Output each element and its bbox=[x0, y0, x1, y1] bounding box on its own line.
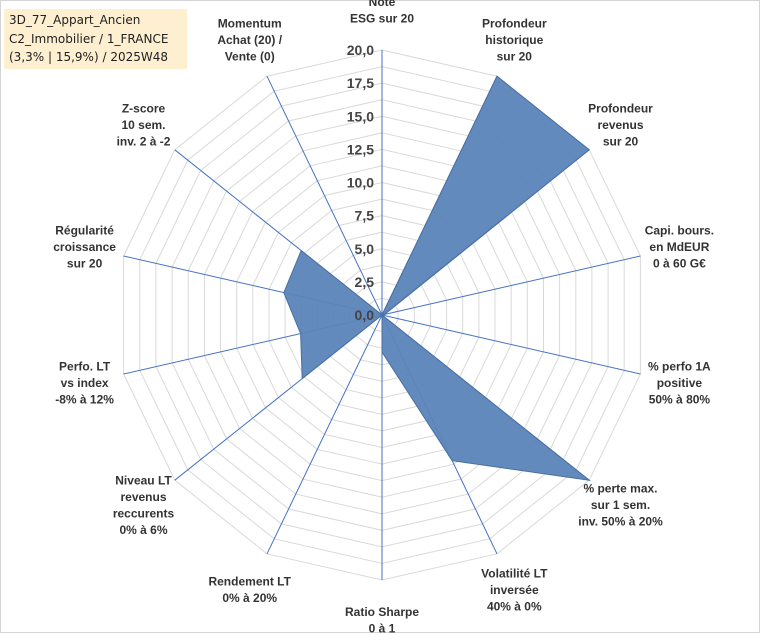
axis-label-line: en MdEUR bbox=[649, 240, 709, 254]
info-box: 3D_77_Appart_Ancien C2_Immobilier / 1_FR… bbox=[4, 9, 187, 69]
axis-label-line: 0 à 1 bbox=[369, 621, 396, 633]
axis-label-line: -8% à 12% bbox=[55, 392, 114, 406]
axis-label-line: 0% à 6% bbox=[119, 523, 167, 537]
axis-label: % perfo 1A positive 50% à 80% bbox=[648, 359, 711, 406]
info-line-stats: (3,3% | 15,9%) / 2025W48 bbox=[9, 50, 168, 64]
tick-label: 10,0 bbox=[347, 175, 374, 191]
axis-label-line: sur 20 bbox=[603, 134, 639, 148]
axis-label: Z-score 10 sem. inv. 2 à -2 bbox=[117, 101, 171, 148]
axis-label: Rendement LT 0% à 20% bbox=[208, 575, 291, 606]
axis-label-line: 0% à 20% bbox=[222, 591, 277, 605]
axis-label-line: Note bbox=[369, 0, 396, 9]
axis-label: Note ESG sur 20 bbox=[350, 0, 414, 25]
axis-label-line: reccurents bbox=[113, 506, 175, 520]
tick-label: 0,0 bbox=[355, 307, 375, 323]
axis-label-line: Volatilité LT bbox=[481, 566, 548, 580]
axis-label-line: Rendement LT bbox=[208, 575, 291, 589]
axis-label-line: 0 à 60 G€ bbox=[653, 257, 706, 271]
axis-spoke bbox=[381, 314, 641, 375]
axis-label-line: Achat (20) / bbox=[217, 33, 282, 47]
axis-label-line: inversée bbox=[490, 583, 539, 597]
axis-label-line: revenus bbox=[597, 118, 643, 132]
axis-label-line: sur 20 bbox=[497, 50, 533, 64]
axis-label: Niveau LT revenus reccurents 0% à 6% bbox=[113, 473, 175, 537]
axis-label-line: Profondeur bbox=[588, 101, 653, 115]
axis-spoke bbox=[381, 255, 641, 316]
axis-spoke bbox=[266, 75, 383, 316]
data-series-area bbox=[283, 75, 591, 481]
axis-label-line: 40% à 0% bbox=[487, 599, 542, 613]
tick-label: 12,5 bbox=[347, 141, 374, 157]
axis-label-line: Capi. bours. bbox=[645, 224, 714, 238]
axis-label: Profondeur revenus sur 20 bbox=[588, 101, 653, 148]
axis-label: Perfo. LT vs index -8% à 12% bbox=[55, 359, 114, 406]
axis-label-line: % perfo 1A bbox=[648, 359, 711, 373]
axis-label: Profondeur historique sur 20 bbox=[482, 17, 547, 64]
axis-label-line: Régularité bbox=[55, 224, 114, 238]
axis-label-line: vs index bbox=[61, 376, 109, 390]
axis-label-line: historique bbox=[485, 33, 543, 47]
tick-label: 20,0 bbox=[347, 42, 374, 58]
axis-label-line: inv. 2 à -2 bbox=[117, 134, 171, 148]
axis-label-line: Ratio Sharpe bbox=[345, 605, 419, 619]
axis-label-line: Profondeur bbox=[482, 17, 547, 31]
axis-label-line: ESG sur 20 bbox=[350, 11, 414, 25]
axis-label-line: Niveau LT bbox=[115, 473, 172, 487]
axis-label-line: sur 20 bbox=[67, 257, 103, 271]
axis-label-line: Z-score bbox=[122, 101, 166, 115]
info-line-ticker: 3D_77_Appart_Ancien bbox=[9, 13, 141, 27]
tick-label: 5,0 bbox=[355, 241, 375, 257]
axis-label-line: 10 sem. bbox=[121, 118, 165, 132]
axis-label: % perte max. sur 1 sem. inv. 50% à 20% bbox=[578, 482, 663, 529]
axis-label: Capi. bours. en MdEUR 0 à 60 G€ bbox=[645, 224, 714, 271]
tick-label: 17,5 bbox=[347, 75, 374, 91]
axis-label-line: positive bbox=[657, 376, 703, 390]
axis-label-line: Perfo. LT bbox=[59, 359, 111, 373]
axis-label-line: sur 1 sem. bbox=[591, 498, 650, 512]
axis-label: Momentum Achat (20) / Vente (0) bbox=[217, 17, 282, 64]
axis-label: Régularité croissance sur 20 bbox=[53, 224, 116, 271]
axis-label-line: Vente (0) bbox=[225, 50, 275, 64]
axis-spoke bbox=[266, 314, 383, 555]
axis-label-line: Momentum bbox=[218, 17, 282, 31]
axis-label: Volatilité LT inversée 40% à 0% bbox=[481, 566, 548, 613]
axis-label-line: 50% à 80% bbox=[649, 392, 711, 406]
tick-label: 2,5 bbox=[355, 274, 375, 290]
axis-label-line: croissance bbox=[53, 240, 116, 254]
info-line-sector: C2_Immobilier / 1_FRANCE bbox=[9, 31, 169, 46]
axis-label-line: revenus bbox=[120, 490, 166, 504]
axis-label-line: inv. 50% à 20% bbox=[578, 515, 663, 529]
axis-label-line: % perte max. bbox=[583, 482, 657, 496]
axis-label: Ratio Sharpe 0 à 1 bbox=[345, 605, 419, 633]
tick-label: 7,5 bbox=[355, 208, 375, 224]
tick-label: 15,0 bbox=[347, 108, 374, 124]
